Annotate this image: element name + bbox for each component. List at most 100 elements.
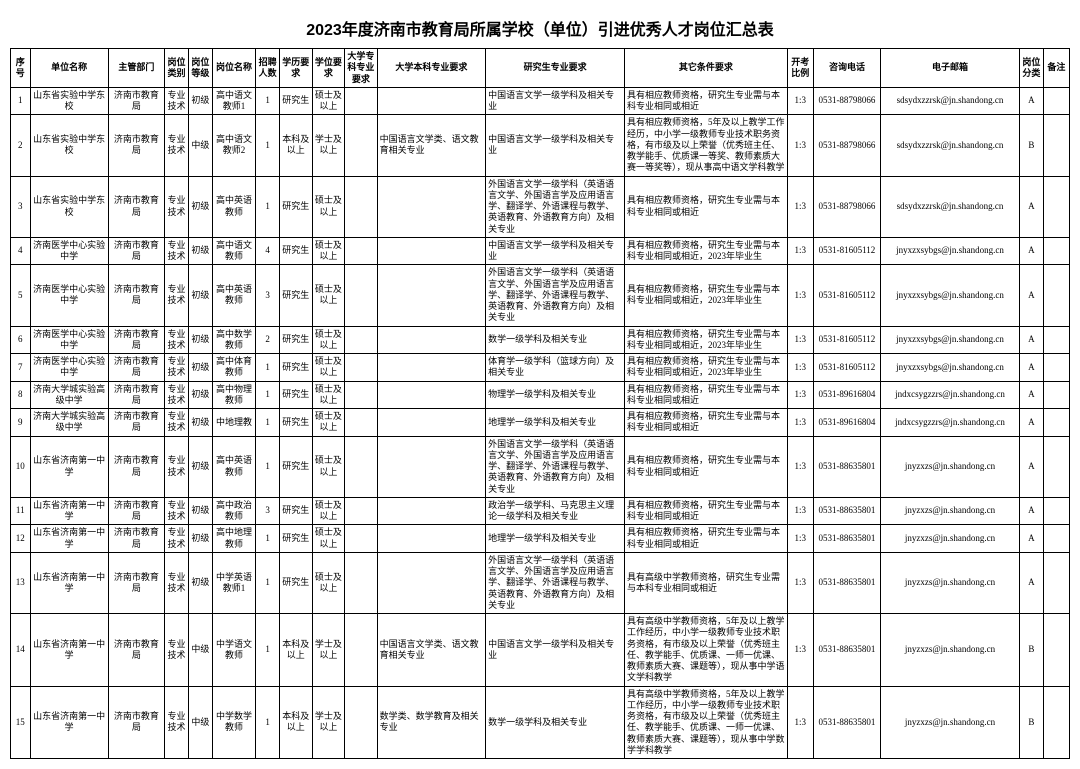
cell-bkreq <box>377 409 486 437</box>
cell-dept: 济南市教育局 <box>108 497 164 525</box>
cell-zkreq <box>345 115 378 176</box>
cell-gradreq: 数学一级学科及相关专业 <box>486 686 625 759</box>
col-ptype: 岗位类别 <box>165 49 189 88</box>
cell-dept: 济南市教育局 <box>108 614 164 687</box>
cell-ptype: 专业技术 <box>165 497 189 525</box>
cell-unit: 山东省济南第一中学 <box>30 552 108 613</box>
col-class: 岗位分类 <box>1019 49 1043 88</box>
cell-dept: 济南市教育局 <box>108 87 164 115</box>
cell-dept: 济南市教育局 <box>108 525 164 553</box>
cell-zkreq <box>345 265 378 326</box>
cell-pgrade: 初级 <box>188 354 212 382</box>
table-header: 序号单位名称主管部门岗位类别岗位等级岗位名称招聘人数学历要求学位要求大学专科专业… <box>11 49 1070 88</box>
cell-phone: 0531-88635801 <box>813 497 880 525</box>
cell-ratio: 1:3 <box>787 552 813 613</box>
cell-bkreq <box>377 237 486 265</box>
table-row: 5济南医学中心实验中学济南市教育局专业技术初级高中英语教师3研究生硕士及以上外国… <box>11 265 1070 326</box>
cell-zkreq <box>345 176 378 237</box>
cell-pgrade: 初级 <box>188 436 212 497</box>
table-row: 8济南大学城实验高级中学济南市教育局专业技术初级高中物理教师1研究生硕士及以上物… <box>11 381 1070 409</box>
cell-zkreq <box>345 87 378 115</box>
cell-class: A <box>1019 326 1043 354</box>
cell-degree: 学士及以上 <box>312 614 345 687</box>
cell-other: 具有相应教师资格，研究生专业需与本科专业相同或相近 <box>625 409 788 437</box>
cell-gradreq: 外国语言文学一级学科（英语语言文学、外国语言学及应用语言学、翻译学、外语课程与教… <box>486 552 625 613</box>
cell-phone: 0531-88798066 <box>813 115 880 176</box>
cell-seq: 5 <box>11 265 31 326</box>
cell-gradreq: 中国语言文学一级学科及相关专业 <box>486 237 625 265</box>
cell-count: 1 <box>256 115 280 176</box>
cell-email: sdsydxzzrsk@jn.shandong.cn <box>881 115 1020 176</box>
cell-phone: 0531-88635801 <box>813 614 880 687</box>
cell-zkreq <box>345 686 378 759</box>
cell-unit: 济南大学城实验高级中学 <box>30 381 108 409</box>
cell-ratio: 1:3 <box>787 265 813 326</box>
cell-unit: 济南医学中心实验中学 <box>30 237 108 265</box>
cell-edu: 本科及以上 <box>280 115 313 176</box>
cell-rem <box>1043 552 1069 613</box>
cell-email: jnyxzxsybgs@jn.shandong.cn <box>881 265 1020 326</box>
table-row: 10山东省济南第一中学济南市教育局专业技术初级高中英语教师1研究生硕士及以上外国… <box>11 436 1070 497</box>
cell-rem <box>1043 614 1069 687</box>
cell-class: A <box>1019 265 1043 326</box>
cell-edu: 研究生 <box>280 265 313 326</box>
cell-ptype: 专业技术 <box>165 381 189 409</box>
cell-gradreq: 政治学一级学科、马克思主义理论一级学科及相关专业 <box>486 497 625 525</box>
col-email: 电子邮箱 <box>881 49 1020 88</box>
cell-degree: 硕士及以上 <box>312 552 345 613</box>
cell-other: 具有高级中学教师资格，5年及以上教学工作经历，中小学一级教师专业技术职务资格，有… <box>625 686 788 759</box>
cell-zkreq <box>345 381 378 409</box>
cell-pname: 高中语文教师1 <box>212 87 255 115</box>
cell-ptype: 专业技术 <box>165 409 189 437</box>
cell-degree: 硕士及以上 <box>312 354 345 382</box>
cell-degree: 学士及以上 <box>312 686 345 759</box>
cell-ratio: 1:3 <box>787 409 813 437</box>
cell-dept: 济南市教育局 <box>108 354 164 382</box>
cell-pgrade: 初级 <box>188 265 212 326</box>
cell-edu: 研究生 <box>280 176 313 237</box>
cell-bkreq <box>377 87 486 115</box>
cell-seq: 8 <box>11 381 31 409</box>
cell-email: jnyxzxsybgs@jn.shandong.cn <box>881 354 1020 382</box>
cell-pgrade: 初级 <box>188 381 212 409</box>
cell-gradreq: 地理学一级学科及相关专业 <box>486 525 625 553</box>
cell-pname: 高中语文教师 <box>212 237 255 265</box>
cell-dept: 济南市教育局 <box>108 381 164 409</box>
table-body: 1山东省实验中学东校济南市教育局专业技术初级高中语文教师11研究生硕士及以上中国… <box>11 87 1070 758</box>
col-other: 其它条件要求 <box>625 49 788 88</box>
cell-rem <box>1043 87 1069 115</box>
cell-pgrade: 初级 <box>188 87 212 115</box>
cell-rem <box>1043 176 1069 237</box>
cell-class: A <box>1019 381 1043 409</box>
page: 2023年度济南市教育局所属学校（单位）引进优秀人才岗位汇总表 序号单位名称主管… <box>10 16 1070 759</box>
cell-degree: 硕士及以上 <box>312 87 345 115</box>
cell-zkreq <box>345 614 378 687</box>
cell-ratio: 1:3 <box>787 176 813 237</box>
cell-bkreq <box>377 265 486 326</box>
table-row: 15山东省济南第一中学济南市教育局专业技术中级中学数学教师1本科及以上学士及以上… <box>11 686 1070 759</box>
cell-edu: 研究生 <box>280 326 313 354</box>
cell-unit: 山东省实验中学东校 <box>30 115 108 176</box>
col-pgrade: 岗位等级 <box>188 49 212 88</box>
col-dept: 主管部门 <box>108 49 164 88</box>
cell-degree: 硕士及以上 <box>312 409 345 437</box>
col-unit: 单位名称 <box>30 49 108 88</box>
cell-phone: 0531-88635801 <box>813 436 880 497</box>
cell-dept: 济南市教育局 <box>108 265 164 326</box>
cell-count: 1 <box>256 436 280 497</box>
cell-dept: 济南市教育局 <box>108 237 164 265</box>
cell-count: 1 <box>256 614 280 687</box>
cell-unit: 山东省济南第一中学 <box>30 497 108 525</box>
table-row: 6济南医学中心实验中学济南市教育局专业技术初级高中数学教师2研究生硕士及以上数学… <box>11 326 1070 354</box>
cell-edu: 研究生 <box>280 552 313 613</box>
cell-phone: 0531-88798066 <box>813 87 880 115</box>
cell-count: 3 <box>256 265 280 326</box>
col-ratio: 开考比例 <box>787 49 813 88</box>
cell-rem <box>1043 237 1069 265</box>
cell-bkreq: 数学类、数学教育及相关专业 <box>377 686 486 759</box>
cell-unit: 山东省实验中学东校 <box>30 87 108 115</box>
cell-ptype: 专业技术 <box>165 354 189 382</box>
cell-phone: 0531-81605112 <box>813 354 880 382</box>
cell-degree: 学士及以上 <box>312 115 345 176</box>
cell-seq: 14 <box>11 614 31 687</box>
